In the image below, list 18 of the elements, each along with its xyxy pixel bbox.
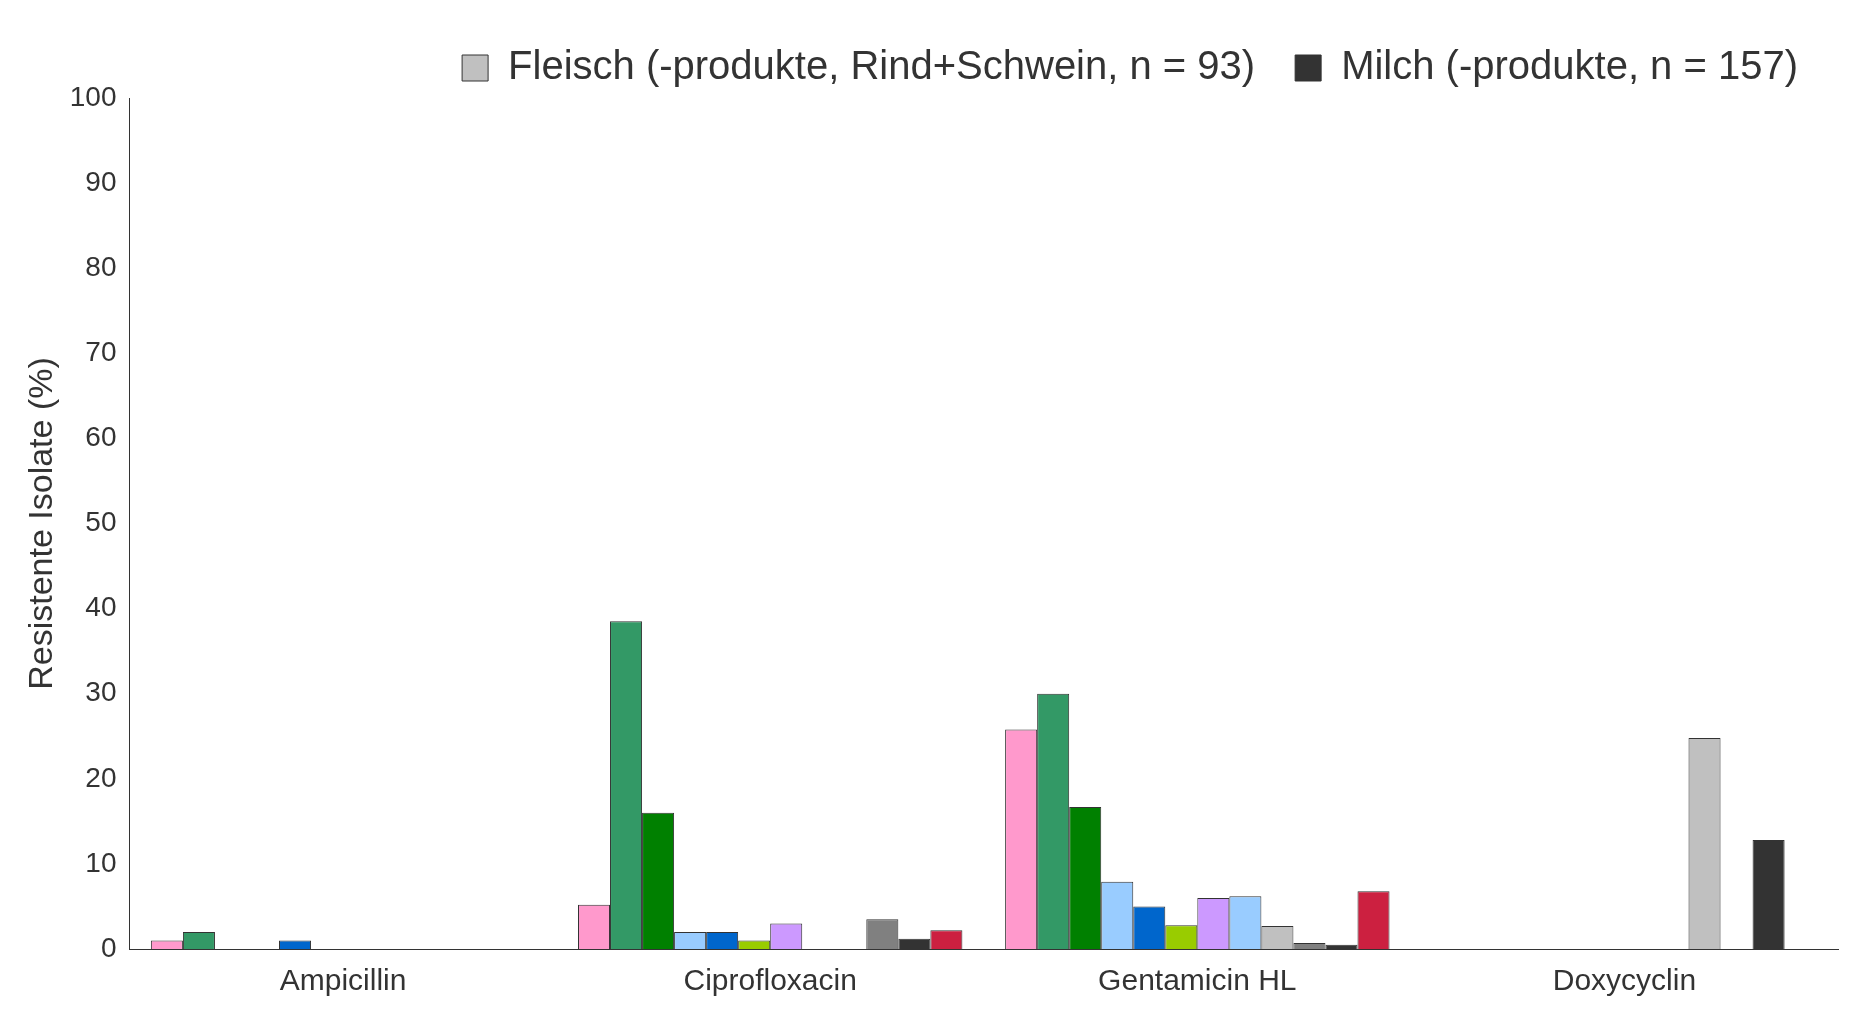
y-tick-label: 60 xyxy=(85,421,117,453)
y-tick-label: 10 xyxy=(85,846,117,878)
x-tick-label: Doxycyclin xyxy=(1552,963,1697,997)
legend-label: Fleisch (-produkte, Rind+Schwein, n = 93) xyxy=(508,43,1256,88)
y-tick-label: 20 xyxy=(85,761,117,793)
y-tick-label: 40 xyxy=(85,591,117,623)
y-tick-label: 30 xyxy=(85,676,117,708)
x-tick-label: Ampicillin xyxy=(279,963,407,997)
x-tick-label: Ciprofloxacin xyxy=(683,963,857,997)
y-tick-label: 0 xyxy=(100,931,117,963)
y-tick-label: 100 xyxy=(69,80,117,112)
y-tick-label: 90 xyxy=(85,165,117,197)
legend-label: Milch (-produkte, n = 157) xyxy=(1341,43,1798,88)
y-axis-title: Resistente Isolate (%) xyxy=(20,357,59,690)
x-tick-label: Gentamicin HL xyxy=(1098,963,1297,997)
y-tick-label: 70 xyxy=(85,336,117,368)
y-tick-label: 50 xyxy=(85,506,117,538)
y-tick-label: 80 xyxy=(85,250,117,282)
